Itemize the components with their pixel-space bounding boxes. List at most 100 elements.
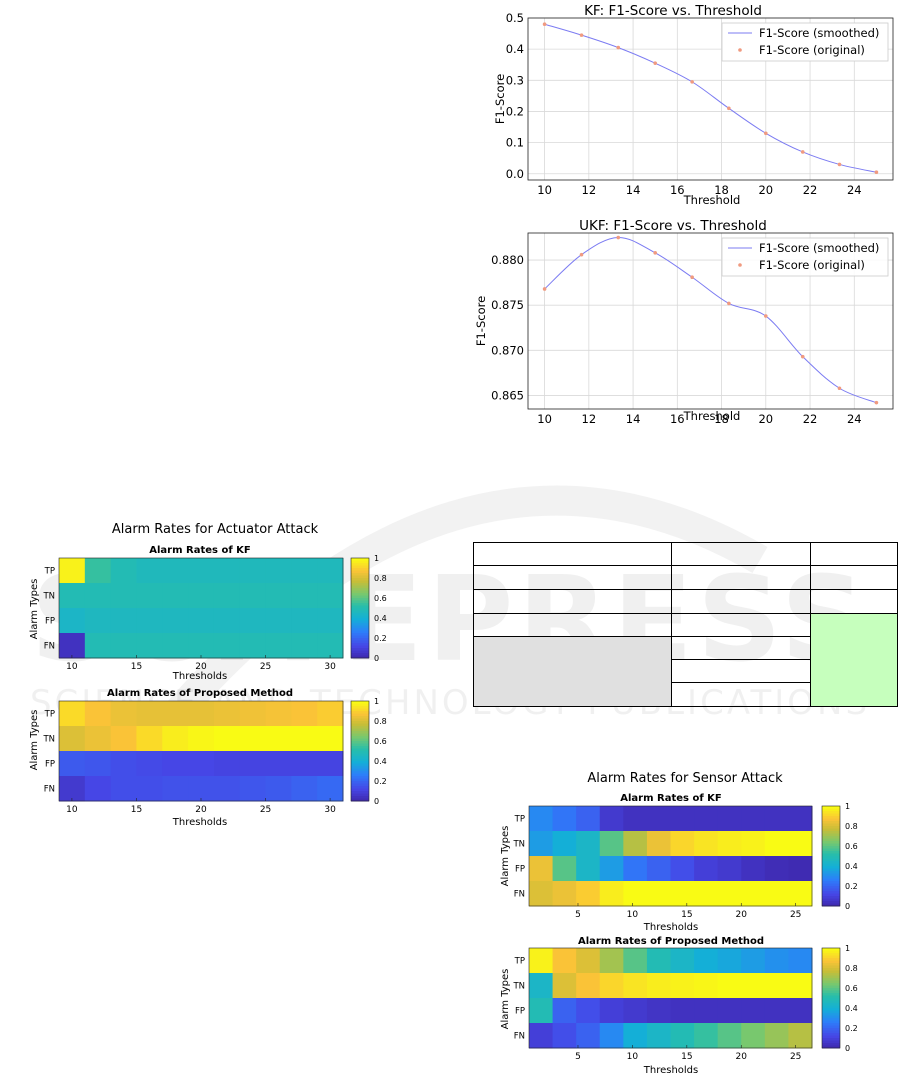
sensor-top-title: Alarm Rates of KF bbox=[620, 793, 721, 804]
heatmap-cell bbox=[110, 701, 137, 727]
f1-original-point bbox=[727, 106, 731, 111]
colorbar-segment bbox=[822, 898, 840, 902]
colorbar-segment bbox=[351, 575, 369, 579]
x-tick-label: 20 bbox=[736, 1052, 748, 1062]
heatmap-cell bbox=[646, 881, 671, 907]
heatmap-cell bbox=[529, 881, 554, 907]
colorbar-segment bbox=[351, 573, 369, 576]
heatmap-cell bbox=[188, 751, 215, 777]
colorbar-segment bbox=[351, 733, 369, 737]
colorbar-segment bbox=[351, 590, 369, 594]
ukf-f1-legend-original: F1-Score (original) bbox=[759, 258, 865, 272]
kf-f1-title: KF: F1-Score vs. Threshold bbox=[584, 3, 762, 19]
heatmap-cell bbox=[110, 776, 137, 802]
sensor-suptitle: Alarm Rates for Sensor Attack bbox=[587, 771, 783, 786]
heatmap-cell bbox=[110, 751, 137, 777]
colorbar-segment bbox=[822, 823, 840, 827]
heatmap-cell bbox=[291, 633, 318, 659]
heatmap-cell bbox=[717, 1023, 742, 1049]
heatmap-frame bbox=[528, 947, 813, 1049]
colorbar-segment bbox=[351, 605, 369, 609]
heatmap-cell bbox=[59, 633, 86, 659]
colorbar-segment bbox=[351, 578, 369, 581]
colorbar-segment bbox=[822, 998, 840, 1001]
f1-original-point bbox=[690, 275, 694, 280]
colorbar-segment bbox=[351, 643, 369, 646]
y-tick-label: 0.870 bbox=[491, 343, 524, 357]
heatmap-cell bbox=[646, 998, 671, 1024]
colorbar-segment bbox=[351, 585, 369, 589]
heatmap-cell bbox=[623, 973, 648, 999]
heatmap-cell bbox=[623, 881, 648, 907]
colorbar-segment bbox=[822, 1003, 840, 1006]
y-tick-label: 0.880 bbox=[491, 253, 524, 267]
heatmap-cell bbox=[110, 633, 137, 659]
row-label: FP bbox=[515, 1007, 525, 1017]
heatmap-cell bbox=[599, 856, 624, 882]
heatmap-cell bbox=[741, 856, 766, 882]
heatmap-cell bbox=[265, 751, 292, 777]
heatmap-cell bbox=[552, 806, 577, 832]
heatmap-cell bbox=[670, 806, 695, 832]
heatmap-cell bbox=[162, 751, 189, 777]
heatmap-cell bbox=[529, 998, 554, 1024]
heatmap-cell bbox=[741, 881, 766, 907]
heatmap-cell bbox=[576, 973, 601, 999]
colorbar-label: 0.6 bbox=[374, 594, 387, 603]
colorbar-segment bbox=[351, 588, 369, 591]
heatmap-cell bbox=[623, 856, 648, 882]
x-tick-label: 20 bbox=[736, 910, 748, 920]
colorbar-segment bbox=[822, 995, 840, 999]
x-tick-label: 14 bbox=[626, 183, 641, 197]
colorbar-segment bbox=[351, 701, 369, 704]
colorbar-segment bbox=[351, 773, 369, 777]
colorbar-segment bbox=[351, 758, 369, 762]
heatmap-cell bbox=[552, 881, 577, 907]
colorbar-segment bbox=[822, 838, 840, 842]
heatmap-cell bbox=[576, 948, 601, 974]
colorbar-segment bbox=[351, 615, 369, 619]
heatmap-cell bbox=[670, 1023, 695, 1049]
colorbar-segment bbox=[351, 703, 369, 707]
colorbar-label: 1 bbox=[374, 697, 379, 706]
colorbar-label: 0 bbox=[845, 1044, 850, 1053]
colorbar-segment bbox=[822, 871, 840, 874]
ukf-f1-xlabel: Threshold bbox=[683, 409, 741, 423]
heatmap-cell bbox=[623, 998, 648, 1024]
row-label: FN bbox=[514, 890, 525, 900]
colorbar-segment bbox=[351, 798, 369, 802]
x-tick-label: 22 bbox=[803, 183, 818, 197]
colorbar-segment bbox=[822, 856, 840, 859]
actuator-bottom-ylabel: Alarm Types bbox=[29, 710, 40, 771]
f1-original-point bbox=[579, 33, 584, 37]
heatmap-cell bbox=[599, 998, 624, 1024]
kf-f1-legend-original: F1-Score (original) bbox=[759, 43, 865, 57]
heatmap-cell bbox=[529, 973, 554, 999]
heatmap-cell bbox=[84, 558, 112, 584]
f1-original-point bbox=[837, 386, 842, 391]
heatmap-cell bbox=[599, 1023, 624, 1049]
row-label: TP bbox=[514, 957, 525, 967]
heatmap-cell bbox=[59, 583, 86, 609]
colorbar-segment bbox=[351, 776, 369, 779]
heatmap-cell bbox=[552, 1023, 577, 1049]
colorbar-segment bbox=[351, 743, 369, 747]
kf-f1-svg: KF: F1-Score vs. Threshold 10 12 14 16 18 20 2… bbox=[493, 3, 894, 207]
colorbar-label: 0 bbox=[374, 797, 379, 806]
x-tick-label: 5 bbox=[575, 910, 581, 920]
heatmap-cell bbox=[213, 751, 241, 777]
colorbar-segment bbox=[351, 623, 369, 626]
colorbar-segment bbox=[351, 625, 369, 629]
colorbar-frame bbox=[821, 805, 841, 907]
colorbar-segment bbox=[822, 901, 840, 904]
actuator-bottom-xlabel: Thresholds bbox=[172, 817, 228, 828]
colorbar-segment bbox=[822, 826, 840, 829]
sensor-bottom-xlabel: Thresholds bbox=[643, 1065, 699, 1076]
row-label: TN bbox=[512, 840, 525, 850]
heatmap-cell bbox=[59, 726, 86, 752]
heatmap-cell bbox=[576, 998, 601, 1024]
heatmap-cell bbox=[265, 583, 292, 609]
heatmap-cell bbox=[84, 751, 112, 777]
heatmap-cell bbox=[136, 726, 163, 752]
row-label: TP bbox=[44, 710, 55, 720]
